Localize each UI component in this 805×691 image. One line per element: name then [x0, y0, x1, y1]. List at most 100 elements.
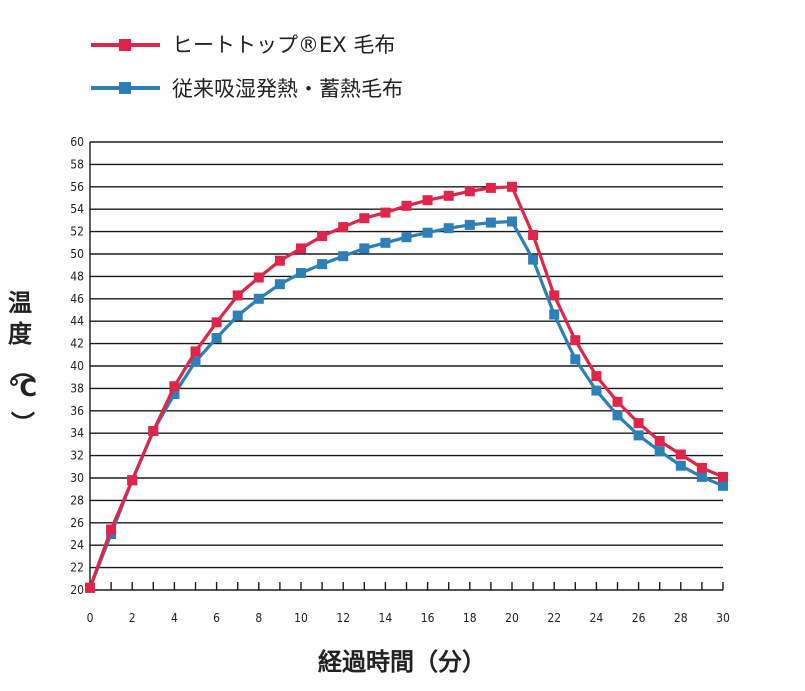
data-point — [232, 310, 243, 321]
data-point — [633, 418, 644, 429]
x-tick-label: 18 — [463, 611, 477, 625]
series-layer — [85, 181, 728, 593]
legend-label-heattop: ヒートトップ®EX 毛布 — [172, 33, 395, 57]
data-point — [718, 471, 728, 482]
x-tick-label: 26 — [632, 611, 646, 625]
y-tick-label: 52 — [70, 225, 84, 239]
y-tick-label: 28 — [70, 493, 84, 507]
data-point — [464, 186, 475, 197]
data-point — [612, 410, 623, 421]
data-point — [380, 237, 391, 248]
y-tick-label: 24 — [70, 538, 84, 552]
data-point — [296, 268, 306, 278]
y-axis-label-char: 温 — [8, 289, 32, 317]
legend-marker-heattop — [119, 39, 131, 51]
y-tick-label: 48 — [70, 269, 84, 283]
data-point — [106, 524, 117, 535]
y-tick-label: 32 — [70, 449, 84, 463]
y-tick-label: 26 — [70, 516, 84, 530]
data-point — [654, 436, 665, 446]
data-point — [359, 243, 370, 254]
data-point — [675, 460, 686, 471]
y-tick-label: 42 — [70, 337, 84, 351]
x-axis-label: 経過時間（分） — [318, 648, 486, 676]
data-point — [591, 385, 602, 396]
data-point — [317, 231, 328, 242]
data-point — [654, 446, 665, 457]
data-point — [190, 356, 201, 367]
data-point — [190, 346, 201, 357]
y-tick-label: 40 — [70, 359, 84, 373]
x-tick-label: 16 — [421, 611, 435, 625]
legend-label-conventional: 従来吸湿発熱・蓄熱毛布 — [172, 77, 403, 101]
data-point — [253, 293, 264, 304]
data-point — [443, 223, 454, 234]
data-point — [169, 389, 180, 399]
y-axis-label-char: 度 — [8, 320, 33, 348]
y-axis-label-char: ） — [8, 411, 36, 435]
data-point — [274, 255, 285, 266]
data-point — [696, 462, 707, 473]
data-point — [696, 471, 707, 482]
data-point — [359, 213, 370, 224]
y-tick-label: 36 — [70, 404, 84, 418]
data-point — [612, 396, 623, 407]
x-tick-label: 30 — [716, 611, 730, 625]
y-tick-label: 50 — [70, 247, 84, 261]
data-point — [380, 207, 391, 218]
data-point — [401, 232, 412, 243]
legend-item-conventional: 従来吸湿発熱・蓄熱毛布 — [91, 77, 403, 101]
data-point — [338, 222, 349, 233]
x-tick-label: 12 — [336, 611, 350, 625]
data-point — [232, 290, 243, 301]
data-point — [169, 381, 180, 392]
data-point — [211, 317, 222, 328]
data-point — [148, 426, 159, 436]
data-point — [85, 582, 95, 593]
data-point — [549, 309, 560, 320]
x-tick-label: 28 — [674, 611, 688, 625]
y-tick-label: 44 — [70, 314, 84, 328]
y-axis-tick-labels: 20 22 24 26 28 30 32 34 36 38 40 42 44 46 48 50 52 54 56 58… — [70, 135, 84, 597]
y-tick-label: 34 — [70, 426, 84, 440]
data-point — [127, 475, 138, 486]
data-point — [591, 371, 602, 382]
data-point — [317, 259, 328, 270]
data-point — [253, 272, 264, 283]
data-point — [211, 333, 222, 343]
data-point — [718, 480, 728, 491]
data-point — [422, 195, 433, 206]
legend-marker-conventional — [119, 82, 131, 94]
y-axis-label: 温 度 （ ℃ ） — [8, 289, 37, 435]
data-point — [570, 335, 581, 346]
x-axis-ticks — [89, 582, 724, 590]
data-point — [443, 190, 454, 201]
y-tick-label: 56 — [70, 180, 84, 194]
data-point — [485, 217, 496, 228]
series-conventional — [85, 216, 728, 593]
data-point — [507, 181, 517, 192]
data-point — [507, 216, 517, 227]
x-tick-label: 0 — [87, 611, 94, 625]
y-tick-label: 20 — [70, 583, 84, 597]
data-point — [528, 230, 539, 240]
series-line — [88, 185, 724, 589]
x-tick-label: 24 — [590, 611, 604, 625]
x-tick-label: 4 — [171, 611, 178, 625]
y-tick-label: 60 — [70, 135, 84, 149]
x-tick-label: 10 — [294, 611, 308, 625]
legend-item-heattop: ヒートトップ®EX 毛布 — [91, 33, 395, 57]
y-axis-label-char: ℃ — [8, 374, 37, 402]
x-tick-label: 20 — [505, 611, 519, 625]
x-tick-label: 6 — [213, 611, 220, 625]
data-point — [338, 251, 349, 262]
x-tick-label: 8 — [255, 611, 262, 625]
x-tick-label: 22 — [547, 611, 561, 625]
data-point — [633, 430, 644, 441]
legend: ヒートトップ®EX 毛布 従来吸湿発熱・蓄熱毛布 — [91, 33, 403, 101]
data-point — [296, 243, 306, 254]
y-tick-label: 30 — [70, 471, 84, 485]
data-point — [485, 182, 496, 193]
x-tick-label: 14 — [379, 611, 393, 625]
data-point — [274, 279, 285, 290]
